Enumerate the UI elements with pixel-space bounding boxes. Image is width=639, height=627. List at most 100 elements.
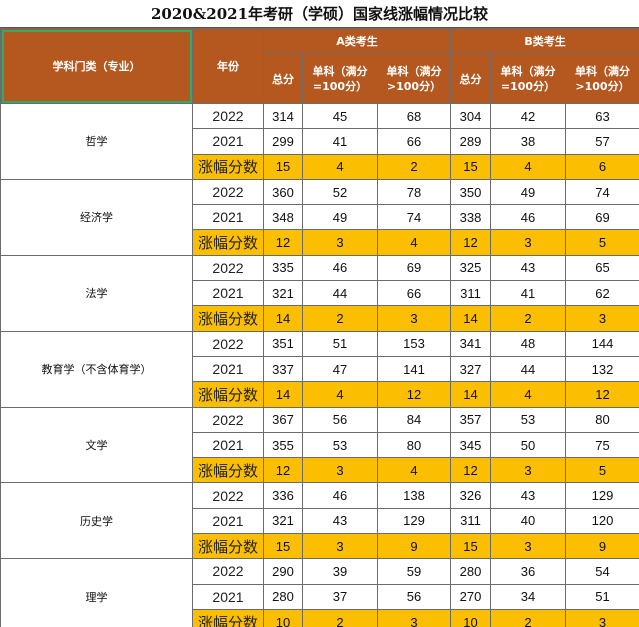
year-cell[interactable]: 2022 [192,178,264,206]
score-cell-a[interactable]: 43 [302,507,378,535]
score-cell-a[interactable]: 4 [377,457,451,484]
score-cell-a[interactable]: 3 [377,305,451,332]
score-cell-a[interactable]: 59 [377,558,451,585]
score-cell-b[interactable]: 280 [450,558,491,585]
score-cell-b[interactable]: 3 [564,608,639,627]
score-cell-b[interactable]: 12 [564,381,639,408]
score-cell-b[interactable]: 350 [450,178,491,206]
score-cell-b[interactable]: 2 [490,608,566,627]
score-cell-a[interactable]: 74 [377,204,451,231]
score-cell-a[interactable]: 314 [263,102,303,130]
score-cell-b[interactable]: 44 [490,355,566,383]
score-cell-b[interactable]: 54 [564,558,639,585]
score-cell-a[interactable]: 2 [302,608,378,627]
score-cell-b[interactable]: 51 [564,583,639,610]
year-cell[interactable]: 2021 [192,280,264,307]
score-cell-b[interactable]: 129 [564,482,639,509]
score-cell-a[interactable]: 337 [263,355,303,383]
score-cell-a[interactable]: 4 [302,381,378,408]
score-cell-b[interactable]: 3 [490,457,566,484]
score-cell-a[interactable]: 2 [302,305,378,332]
score-cell-a[interactable]: 69 [377,254,451,282]
score-cell-b[interactable]: 75 [564,431,639,459]
score-cell-b[interactable]: 80 [564,406,639,433]
score-cell-b[interactable]: 15 [450,533,491,560]
header-a-total[interactable]: 总分 [263,53,303,104]
score-cell-b[interactable]: 4 [490,381,566,408]
score-cell-a[interactable]: 66 [377,128,451,155]
score-cell-a[interactable]: 53 [302,431,378,459]
score-cell-a[interactable]: 15 [263,533,303,560]
score-cell-a[interactable]: 299 [263,128,303,155]
year-cell[interactable]: 2022 [192,254,264,282]
score-cell-a[interactable]: 56 [377,583,451,610]
score-cell-a[interactable]: 47 [302,355,378,383]
score-cell-a[interactable]: 4 [302,153,378,180]
score-cell-b[interactable]: 289 [450,128,491,155]
header-a-single-100[interactable]: 单科（满分=100分） [302,53,378,104]
header-a-single-over100[interactable]: 单科（满分>100分） [377,53,451,104]
score-cell-a[interactable]: 14 [263,305,303,332]
score-cell-b[interactable]: 50 [490,431,566,459]
score-cell-b[interactable]: 144 [564,330,639,357]
score-cell-a[interactable]: 44 [302,280,378,307]
score-cell-b[interactable]: 74 [564,178,639,206]
score-cell-a[interactable]: 56 [302,406,378,433]
subject-cell[interactable]: 哲学 [0,103,193,180]
score-cell-a[interactable]: 9 [377,533,451,560]
header-b-single-100[interactable]: 单科（满分=100分） [490,53,566,104]
score-cell-b[interactable]: 326 [450,482,491,509]
score-cell-b[interactable]: 4 [490,153,566,180]
score-cell-a[interactable]: 39 [302,558,378,585]
score-cell-a[interactable]: 321 [263,507,303,535]
subject-cell[interactable]: 法学 [0,254,193,332]
score-cell-b[interactable]: 10 [450,608,491,627]
header-category[interactable]: 学科门类（专业） [0,28,193,104]
score-cell-b[interactable]: 69 [564,204,639,231]
score-cell-b[interactable]: 53 [490,406,566,433]
score-cell-b[interactable]: 38 [490,128,566,155]
score-cell-b[interactable]: 270 [450,583,491,610]
increase-label-cell[interactable]: 涨幅分数 [192,533,264,560]
header-group-b[interactable]: B类考生 [449,28,639,54]
increase-label-cell[interactable]: 涨幅分数 [192,457,264,484]
score-cell-a[interactable]: 4 [377,229,451,256]
score-cell-a[interactable]: 335 [263,254,303,282]
year-cell[interactable]: 2022 [192,102,264,130]
subject-cell[interactable]: 文学 [0,406,193,484]
score-cell-b[interactable]: 3 [564,305,639,332]
header-group-a[interactable]: A类考生 [263,28,451,54]
score-cell-b[interactable]: 3 [490,229,566,256]
score-cell-b[interactable]: 5 [564,457,639,484]
score-cell-a[interactable]: 360 [263,178,303,206]
subject-cell[interactable]: 教育学（不含体育学） [0,330,193,408]
score-cell-a[interactable]: 37 [302,583,378,610]
score-cell-a[interactable]: 3 [377,608,451,627]
score-cell-a[interactable]: 80 [377,431,451,459]
year-cell[interactable]: 2022 [192,558,264,585]
score-cell-b[interactable]: 357 [450,406,491,433]
score-cell-b[interactable]: 41 [490,280,566,307]
score-cell-b[interactable]: 132 [564,355,639,383]
score-cell-b[interactable]: 338 [450,204,491,231]
year-cell[interactable]: 2022 [192,482,264,509]
score-cell-a[interactable]: 46 [302,482,378,509]
header-b-total[interactable]: 总分 [450,53,491,104]
score-cell-b[interactable]: 46 [490,204,566,231]
score-cell-a[interactable]: 355 [263,431,303,459]
score-cell-b[interactable]: 9 [564,533,639,560]
score-cell-b[interactable]: 304 [450,102,491,130]
score-cell-b[interactable]: 12 [450,229,491,256]
score-cell-b[interactable]: 43 [490,482,566,509]
score-cell-a[interactable]: 336 [263,482,303,509]
score-cell-a[interactable]: 290 [263,558,303,585]
score-cell-a[interactable]: 3 [302,533,378,560]
year-cell[interactable]: 2021 [192,355,264,383]
score-cell-b[interactable]: 42 [490,102,566,130]
increase-label-cell[interactable]: 涨幅分数 [192,153,264,180]
score-cell-b[interactable]: 36 [490,558,566,585]
score-cell-b[interactable]: 345 [450,431,491,459]
increase-label-cell[interactable]: 涨幅分数 [192,229,264,256]
score-cell-b[interactable]: 14 [450,381,491,408]
score-cell-b[interactable]: 15 [450,153,491,180]
